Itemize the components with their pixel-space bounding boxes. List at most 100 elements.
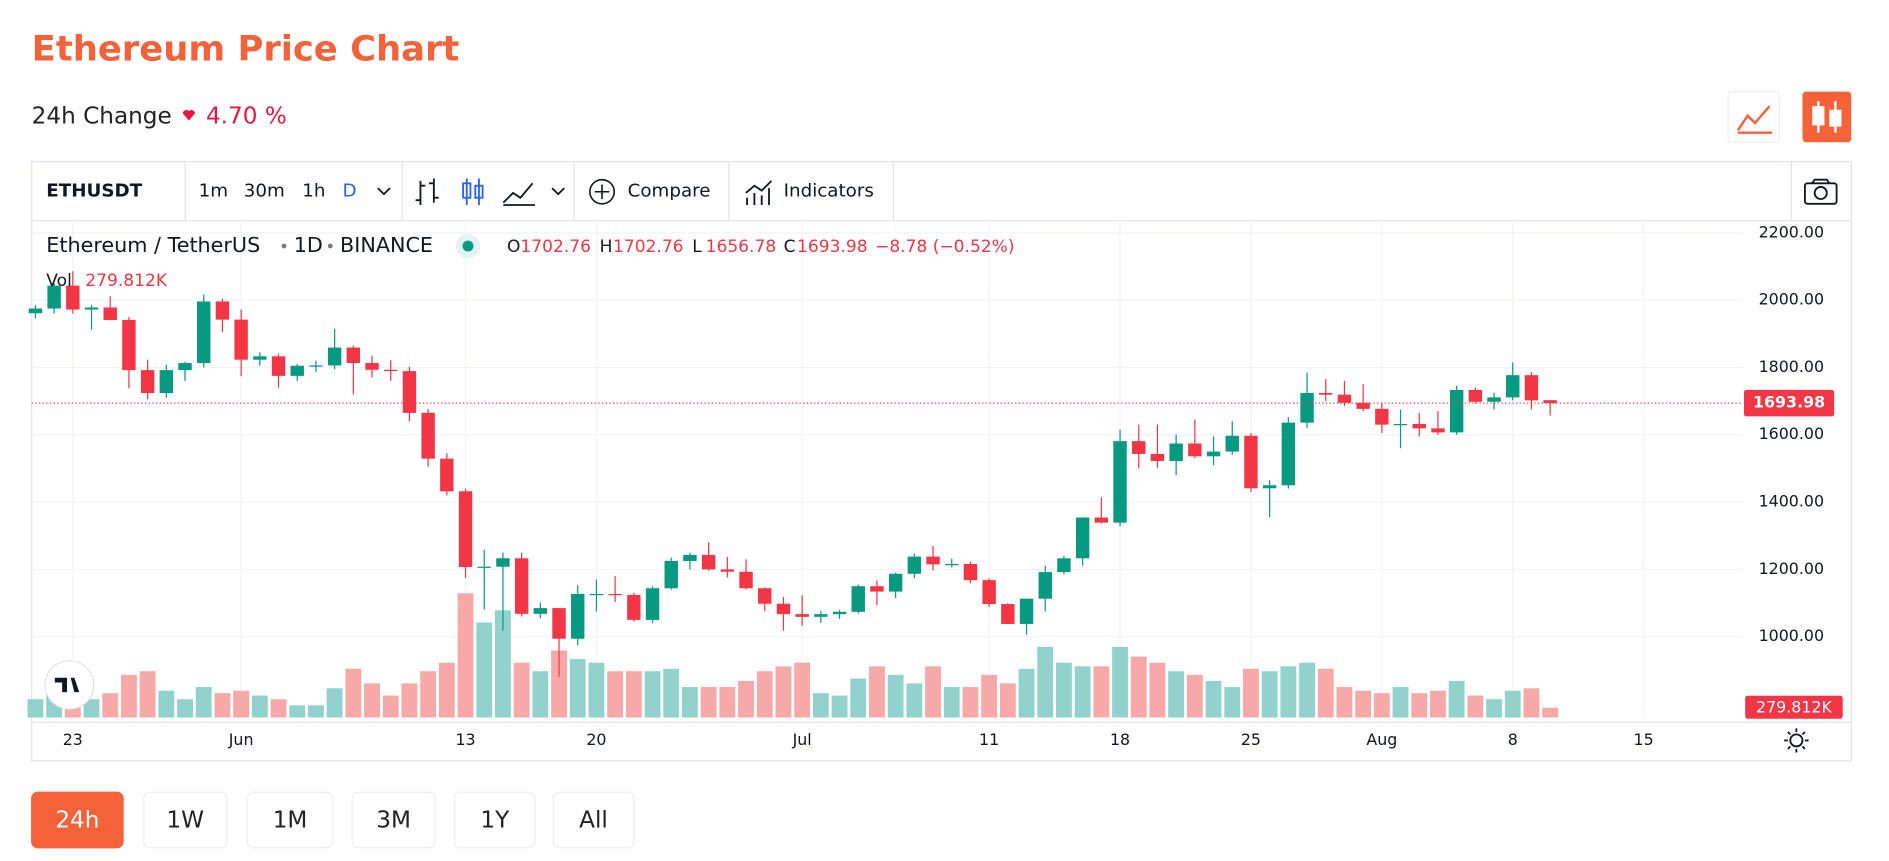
- volume-bar: [999, 683, 1016, 718]
- candle-body: [402, 371, 417, 413]
- candle-body: [346, 347, 361, 364]
- ohlc-letter: O: [507, 237, 520, 257]
- volume-bar: [1317, 668, 1334, 718]
- candle-body: [421, 412, 435, 459]
- volume-bar: [738, 680, 754, 718]
- volume-bar: [1448, 680, 1465, 718]
- candle-style-icon[interactable]: [462, 178, 484, 205]
- range-label: 1M: [273, 808, 308, 834]
- volume-bar: [495, 610, 511, 718]
- interval-button[interactable]: D: [342, 181, 356, 202]
- x-tick-label: 11: [979, 730, 999, 749]
- volume-bar: [607, 671, 624, 718]
- candle-body: [683, 554, 697, 561]
- toolbar-separators: [184, 161, 1793, 221]
- interval-button[interactable]: 1h: [302, 181, 325, 202]
- x-tick-label: 23: [63, 730, 83, 749]
- x-tick-label: 13: [455, 730, 475, 749]
- range-button[interactable]: [351, 791, 436, 849]
- volume-bar: [756, 671, 773, 718]
- volume-bar: [1411, 693, 1428, 718]
- x-tick-label: Jul: [792, 730, 812, 749]
- symbol[interactable]: ETHUSDT: [46, 181, 142, 202]
- y-tick-label: 2000.00: [1759, 290, 1824, 309]
- change-icon: [182, 110, 195, 121]
- bar-style-icon[interactable]: [415, 178, 439, 205]
- range-button[interactable]: [31, 791, 124, 849]
- candle-body: [720, 569, 735, 572]
- candle-body: [496, 558, 510, 567]
- volume-legend-value: 279.812K: [85, 271, 168, 291]
- separator-dot: [281, 243, 287, 249]
- volume-bar: [831, 695, 848, 718]
- candle-body: [66, 285, 80, 310]
- candle-body: [926, 556, 940, 565]
- candle-body: [1337, 394, 1352, 403]
- chart-frame: [31, 160, 1852, 762]
- volume-bar: [1037, 646, 1054, 718]
- candle-body: [309, 365, 323, 367]
- chevron[interactable]: [551, 187, 565, 196]
- screenshot-button[interactable]: [1803, 178, 1838, 205]
- volume-bar: [682, 687, 698, 718]
- volume-bar: [1299, 662, 1315, 718]
- volume-bar: [251, 695, 268, 718]
- chevron[interactable]: [377, 187, 391, 196]
- ohlc-value: 1702.76: [520, 237, 591, 257]
- candle-body: [140, 370, 155, 394]
- compare-icon[interactable]: [589, 178, 616, 205]
- y-tick-label: 1800.00: [1759, 357, 1824, 376]
- volume-bar: [308, 705, 324, 718]
- volume-bar: [102, 693, 119, 718]
- range-label: 1Y: [480, 808, 510, 834]
- tv-logo[interactable]: [44, 660, 95, 710]
- volume-bar: [719, 687, 736, 718]
- x-tick-label: 15: [1634, 730, 1654, 749]
- range-button[interactable]: [552, 791, 635, 849]
- interval-button[interactable]: 30m: [244, 181, 285, 202]
- volume-bar: [270, 699, 287, 718]
- candle-body: [215, 301, 230, 320]
- volume-bar: [1224, 687, 1241, 718]
- range-buttons: 24h 1W 1M 3M 1Y All: [31, 791, 635, 849]
- volume-bar: [532, 671, 549, 718]
- settings-button[interactable]: [1784, 728, 1809, 753]
- x-tick-label: 8: [1508, 730, 1518, 749]
- candle-body: [1449, 389, 1464, 433]
- compare-button[interactable]: Compare: [628, 181, 711, 202]
- candle-body: [103, 307, 117, 320]
- candle-chart-button[interactable]: [1802, 91, 1852, 143]
- volume-bar: [887, 674, 904, 718]
- y-tick-label: 1000.00: [1759, 626, 1824, 645]
- candle-body: [1300, 393, 1314, 423]
- candle-body: [47, 285, 61, 309]
- legend-exchange: BINANCE: [340, 233, 433, 257]
- line-chart-button[interactable]: [1727, 91, 1780, 143]
- volume-bar: [906, 683, 923, 718]
- area-style-icon[interactable]: [502, 182, 536, 206]
- candle-body: [571, 593, 585, 639]
- candle-body: [907, 556, 922, 574]
- volume-bar: [1056, 662, 1072, 718]
- compare-icon: [594, 184, 610, 199]
- range-button[interactable]: [143, 791, 228, 849]
- range-button[interactable]: [246, 791, 334, 849]
- indicators-button[interactable]: Indicators: [784, 181, 874, 202]
- volume-bar: [177, 699, 193, 718]
- candle-body: [1075, 517, 1090, 559]
- range-button[interactable]: [453, 791, 536, 849]
- candle-body: [608, 593, 622, 596]
- interval-button[interactable]: 1m: [199, 181, 228, 202]
- volume-bar: [1261, 671, 1278, 718]
- page-title: Ethereum Price Chart: [32, 29, 460, 70]
- legend-pair: Ethereum / TetherUS: [46, 233, 260, 257]
- volume-bar: [1186, 674, 1203, 718]
- candle-body: [1094, 517, 1109, 523]
- candle-body: [253, 356, 267, 360]
- candle-body: [477, 566, 491, 568]
- candle-body: [1169, 443, 1183, 462]
- plot: 1000.00 1200.00 1400.00 1600.00 1800.00 2000.…: [27, 220, 1852, 749]
- indicators-icon[interactable]: [745, 180, 773, 205]
- candle-body: [627, 594, 641, 620]
- volume-bar: [869, 666, 885, 718]
